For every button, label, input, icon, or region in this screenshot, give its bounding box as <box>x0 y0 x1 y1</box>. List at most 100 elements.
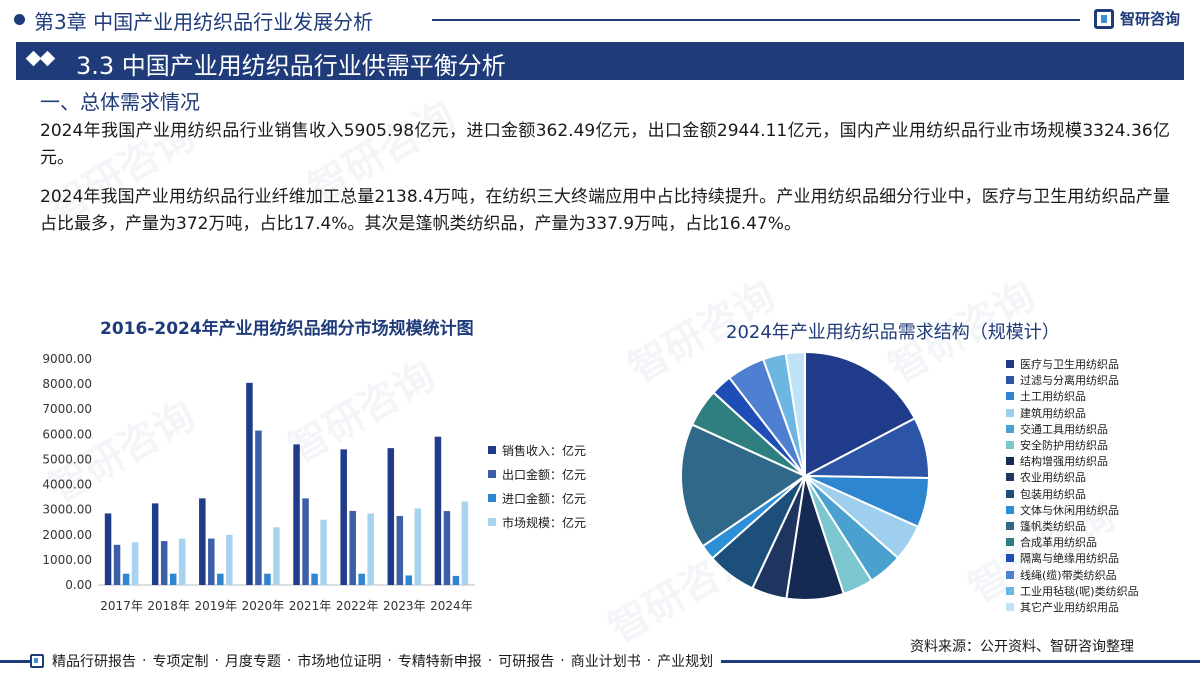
legend-item: 包装用纺织品 <box>1006 486 1139 502</box>
legend-item: 农业用纺织品 <box>1006 469 1139 485</box>
legend-item: 其它产业用纺织用品 <box>1006 599 1139 615</box>
legend-label: 合成革用纺织品 <box>1020 536 1097 550</box>
footer-service-item: 可研报告 <box>498 654 555 670</box>
legend-swatch <box>1006 521 1014 530</box>
footer-services: 精品行研报告 · 专项定制 · 月度专题 · 市场地位证明 · 专精特新申报 · 可研报告 · 商业计划… <box>30 651 722 671</box>
legend-swatch <box>1006 360 1014 369</box>
y-tick-label: 8000.00 <box>42 377 92 391</box>
legend-swatch <box>1006 441 1014 450</box>
bar <box>255 430 262 585</box>
bar <box>396 515 404 585</box>
legend-swatch <box>1006 408 1014 417</box>
legend-label: 建筑用纺织品 <box>1020 406 1086 420</box>
pie-chart <box>680 350 930 601</box>
bar <box>273 527 280 585</box>
legend-label: 农业用纺织品 <box>1020 471 1086 485</box>
section-banner: 3.3 中国产业用纺织品行业供需平衡分析 <box>16 42 1184 80</box>
bar <box>461 501 469 585</box>
legend-label: 市场规模：亿元 <box>502 515 587 530</box>
footer-service-item: 产业规划 <box>657 654 714 670</box>
footer-separator: · <box>286 653 292 669</box>
bar <box>311 573 318 585</box>
x-tick-label: 2017年 <box>100 599 143 613</box>
y-tick-label: 0.00 <box>65 578 92 592</box>
source-note: 资料来源：公开资料、智研咨询整理 <box>910 639 1134 655</box>
bar <box>226 534 233 585</box>
legend-item: 安全防护用纺织品 <box>1006 437 1139 453</box>
legend-swatch <box>488 470 496 478</box>
legend-swatch <box>1006 570 1014 579</box>
legend-label: 交通工具用纺织品 <box>1020 422 1108 436</box>
legend-label: 文体与休闲用纺织品 <box>1020 503 1119 517</box>
bar <box>340 449 347 585</box>
x-tick-label: 2020年 <box>242 599 285 613</box>
bullet-icon <box>14 14 25 25</box>
section-title: 3.3 中国产业用纺织品行业供需平衡分析 <box>76 52 506 80</box>
legend-label: 结构增强用纺织品 <box>1020 455 1108 469</box>
y-tick-label: 1000.00 <box>42 553 92 567</box>
bar <box>151 503 159 585</box>
chapter-title: 第3章 中国产业用纺织品行业发展分析 <box>34 10 374 34</box>
legend-label: 安全防护用纺织品 <box>1020 439 1108 453</box>
legend-item: 交通工具用纺织品 <box>1006 421 1139 437</box>
legend-item: 医疗与卫生用纺织品 <box>1006 356 1139 372</box>
footer-separator: · <box>560 653 565 669</box>
bar <box>113 544 121 585</box>
footer-separator: · <box>142 653 147 669</box>
legend-swatch <box>1006 554 1014 563</box>
legend-label: 工业用毡毯(呢)类纺织品 <box>1020 584 1139 598</box>
footer-service-item: 精品行研报告 <box>52 654 136 670</box>
pie-slice <box>804 350 917 478</box>
bar <box>443 511 451 585</box>
bar-chart: 0.00 1000.00 2000.00 3000.00 4000.00 5000.00 6… <box>42 352 475 613</box>
legend-item: 结构增强用纺织品 <box>1006 453 1139 469</box>
legend-item: 隔离与绝缘用纺织品 <box>1006 550 1139 566</box>
footer-service-item: 专精特新申报 <box>397 654 482 670</box>
footer-service-item: 专项定制 <box>152 654 209 670</box>
legend-label: 包装用纺织品 <box>1020 487 1086 501</box>
bar <box>160 541 168 585</box>
bar <box>387 448 395 585</box>
legend-label: 过滤与分离用纺织品 <box>1020 374 1119 388</box>
subheading: 一、总体需求情况 <box>40 90 200 114</box>
y-tick-label: 7000.00 <box>42 402 92 416</box>
legend-item: 篷帆类纺织品 <box>1006 518 1139 534</box>
legend-item: 过滤与分离用纺织品 <box>1006 372 1139 388</box>
bar-chart-legend: 销售收入：亿元 出口金额：亿元 进口金额：亿元 市场规模：亿元 <box>488 438 586 534</box>
footer-separator: · <box>387 653 392 669</box>
legend-swatch <box>1006 392 1014 401</box>
logo-icon <box>30 654 44 668</box>
pie-chart-title: 2024年产业用纺织品需求结构（规模计） <box>726 322 1060 343</box>
y-tick-label: 5000.00 <box>42 452 92 466</box>
x-tick-label: 2019年 <box>195 599 238 613</box>
legend-swatch <box>1006 457 1014 466</box>
pie-chart-legend: 医疗与卫生用纺织品 过滤与分离用纺织品 土工用纺织品 建筑用纺织品 交通工具用纺织品 安全… <box>1006 356 1139 615</box>
bar <box>452 575 460 585</box>
logo-text: 智研咨询 <box>1120 10 1181 28</box>
bar <box>293 444 300 585</box>
y-tick-label: 6000.00 <box>42 427 92 441</box>
pie-slice <box>784 350 806 477</box>
bar <box>217 573 224 585</box>
logo-icon <box>1094 8 1114 29</box>
y-tick-label: 4000.00 <box>42 478 92 492</box>
legend-label: 隔离与绝缘用纺织品 <box>1020 552 1119 566</box>
x-tick-label: 2018年 <box>147 599 190 613</box>
legend-swatch <box>1006 489 1014 498</box>
x-tick-label: 2023年 <box>383 599 426 613</box>
legend-item: 合成革用纺织品 <box>1006 534 1139 550</box>
footer-separator: · <box>646 653 652 669</box>
chapter-header: 第3章 中国产业用纺织品行业发展分析 智研咨询 <box>0 0 1200 40</box>
bar <box>414 508 422 585</box>
bar <box>131 542 139 585</box>
footer-service-item: 市场地位证明 <box>297 654 382 670</box>
legend-label: 其它产业用纺织用品 <box>1020 600 1119 614</box>
bar <box>320 519 327 585</box>
legend-swatch <box>1006 376 1014 385</box>
footer-separator: · <box>487 653 493 669</box>
legend-label: 出口金额：亿元 <box>502 467 587 482</box>
legend-item: 工业用毡毯(呢)类纺织品 <box>1006 583 1139 599</box>
legend-swatch <box>1006 602 1014 611</box>
legend-swatch <box>488 494 496 502</box>
legend-label: 销售收入：亿元 <box>502 443 587 458</box>
